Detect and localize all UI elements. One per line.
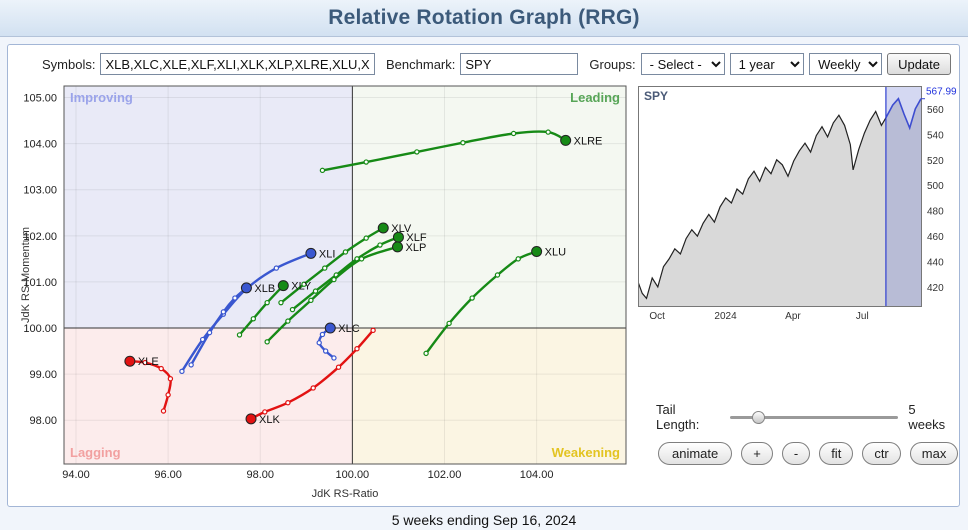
- svg-text:540: 540: [927, 130, 944, 141]
- quadrant-label-lagging: Lagging: [70, 445, 121, 460]
- svg-text:420: 420: [927, 283, 944, 294]
- footer-caption: 5 weeks ending Sep 16, 2024: [391, 512, 577, 528]
- tail-length-label: Tail Length:: [656, 402, 700, 432]
- quadrant-label-leading: Leading: [570, 90, 620, 105]
- rrg-symbol-label-xle: XLE: [138, 356, 159, 368]
- svg-text:104.00: 104.00: [23, 139, 57, 151]
- rrg-symbol-label-xlc: XLC: [338, 323, 359, 335]
- benchmark-label: Benchmark:: [386, 56, 456, 72]
- zoom-in-button[interactable]: +: [741, 442, 773, 465]
- svg-text:440: 440: [927, 257, 944, 268]
- svg-text:103.00: 103.00: [23, 185, 57, 197]
- rrg-head-xlp[interactable]: [392, 241, 404, 253]
- svg-text:2024: 2024: [714, 311, 737, 322]
- benchmark-chart: SPY 560 540 520 500 480 460 440 420 567.99 Oct 2024…: [638, 78, 960, 326]
- frequency-select[interactable]: Weekly: [809, 53, 883, 75]
- rrg-head-xlu[interactable]: [531, 245, 543, 257]
- period-select[interactable]: 1 year: [729, 53, 805, 75]
- svg-text:98.00: 98.00: [29, 415, 57, 427]
- rrg-symbol-label-xlu: XLU: [545, 246, 566, 258]
- svg-text:102.00: 102.00: [23, 231, 57, 243]
- rrg-symbol-label-xlre: XLRE: [574, 135, 603, 147]
- svg-text:98.00: 98.00: [246, 469, 274, 481]
- rrg-head-xlf[interactable]: [392, 231, 404, 243]
- svg-text:102.00: 102.00: [428, 469, 462, 481]
- center-button[interactable]: ctr: [862, 442, 901, 465]
- svg-text:105.00: 105.00: [23, 93, 57, 105]
- svg-text:100.00: 100.00: [336, 469, 370, 481]
- benchmark-input[interactable]: [460, 53, 579, 75]
- groups-select[interactable]: - Select -: [640, 53, 725, 75]
- symbols-label: Symbols:: [42, 56, 96, 72]
- svg-text:560: 560: [927, 105, 944, 116]
- rrg-symbol-label-xlk: XLK: [259, 414, 280, 426]
- benchmark-last-price: 567.99: [926, 87, 957, 98]
- benchmark-symbol-label: SPY: [644, 89, 668, 103]
- tail-length-control: Tail Length: 5 weeks: [656, 402, 956, 432]
- rrg-head-xlv[interactable]: [377, 222, 389, 234]
- rrg-tail-xli: [180, 252, 313, 373]
- chart-buttons: animate + - fit ctr max: [658, 442, 959, 465]
- rrg-x-axis-label: JdK RS-Ratio: [312, 488, 379, 500]
- rrg-symbol-label-xli: XLI: [319, 248, 336, 260]
- rrg-symbol-label-xly: XLY: [291, 281, 312, 293]
- page-title: Relative Rotation Graph (RRG): [328, 6, 640, 29]
- groups-label: Groups:: [589, 56, 636, 72]
- rrg-tail-xly: [238, 284, 285, 337]
- rrg-head-xly[interactable]: [277, 280, 289, 292]
- svg-text:520: 520: [927, 156, 944, 167]
- update-button[interactable]: Update: [887, 53, 951, 75]
- quadrant-label-weakening: Weakening: [552, 445, 620, 460]
- symbols-input[interactable]: [100, 53, 376, 75]
- fit-button[interactable]: fit: [819, 442, 854, 465]
- svg-text:104.00: 104.00: [520, 469, 554, 481]
- svg-text:Jul: Jul: [856, 311, 869, 322]
- rrg-head-xlk[interactable]: [245, 413, 257, 425]
- rrg-head-xle[interactable]: [124, 355, 136, 367]
- rrg-symbol-label-xlv: XLV: [391, 223, 412, 235]
- toolbar: Symbols: Benchmark: Groups: - Select - 1…: [36, 53, 951, 75]
- svg-text:100.00: 100.00: [23, 323, 57, 335]
- animate-button[interactable]: animate: [658, 442, 733, 465]
- rrg-head-xlb[interactable]: [240, 282, 252, 294]
- svg-text:Apr: Apr: [785, 311, 801, 322]
- svg-text:96.00: 96.00: [154, 469, 182, 481]
- svg-text:480: 480: [927, 207, 944, 218]
- quadrant-label-improving: Improving: [70, 90, 133, 105]
- rrg-symbol-label-xlb: XLB: [254, 283, 275, 295]
- svg-text:94.00: 94.00: [62, 469, 90, 481]
- rrg-symbol-label-xlp: XLP: [406, 242, 427, 254]
- tail-length-slider[interactable]: [730, 410, 899, 424]
- max-button[interactable]: max: [909, 442, 959, 465]
- rrg-head-xlre[interactable]: [560, 134, 572, 146]
- zoom-out-button[interactable]: -: [781, 442, 811, 465]
- svg-text:Oct: Oct: [649, 311, 665, 322]
- rrg-head-xli[interactable]: [305, 247, 317, 259]
- tail-length-value: 5 weeks: [908, 402, 946, 432]
- svg-text:101.00: 101.00: [23, 277, 57, 289]
- rrg-chart: 94.00 96.00 98.00 100.00 102.00 104.00 98.00 99…: [16, 78, 636, 502]
- rrg-y-axis-label: JdK RS-Momentum: [20, 227, 32, 323]
- rrg-head-xlc[interactable]: [324, 322, 336, 334]
- rrg-symbol-label-xlf: XLF: [406, 232, 426, 244]
- svg-text:500: 500: [927, 181, 944, 192]
- app-header: Relative Rotation Graph (RRG): [0, 0, 968, 37]
- svg-text:99.00: 99.00: [29, 369, 57, 381]
- svg-text:460: 460: [927, 232, 944, 243]
- main-panel: Symbols: Benchmark: Groups: - Select - 1…: [7, 44, 960, 507]
